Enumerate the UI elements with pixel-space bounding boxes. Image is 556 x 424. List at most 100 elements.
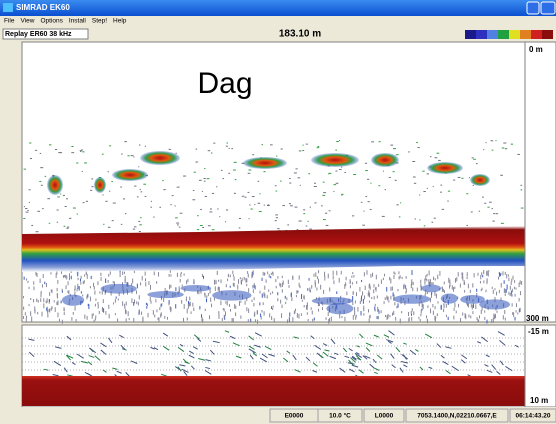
noise bbox=[207, 225, 211, 227]
noise bbox=[424, 293, 426, 297]
noise bbox=[445, 303, 447, 308]
noise bbox=[367, 201, 370, 203]
noise bbox=[66, 275, 68, 280]
noise bbox=[494, 313, 496, 319]
menu-item[interactable]: Install bbox=[69, 18, 87, 25]
noise bbox=[127, 311, 129, 317]
noise bbox=[485, 142, 487, 144]
noise bbox=[144, 195, 147, 197]
noise bbox=[327, 312, 329, 317]
noise bbox=[401, 311, 403, 314]
fish-school bbox=[243, 157, 287, 169]
noise bbox=[156, 281, 158, 284]
noise bbox=[176, 186, 180, 188]
noise bbox=[449, 285, 451, 289]
echo-trace bbox=[76, 353, 84, 359]
menu-item[interactable]: File bbox=[4, 18, 15, 25]
noise bbox=[170, 284, 172, 288]
noise bbox=[286, 319, 288, 324]
noise bbox=[380, 279, 382, 284]
noise bbox=[270, 276, 272, 279]
noise bbox=[216, 186, 218, 188]
noise bbox=[27, 280, 29, 283]
echo-trace bbox=[461, 354, 468, 360]
noise bbox=[202, 226, 205, 228]
maximize-button[interactable] bbox=[540, 1, 556, 15]
noise bbox=[421, 308, 423, 311]
noise bbox=[318, 270, 320, 274]
minimize-button[interactable] bbox=[526, 1, 540, 15]
noise bbox=[63, 312, 65, 316]
noise bbox=[426, 187, 428, 189]
noise bbox=[211, 229, 215, 231]
noise bbox=[113, 302, 115, 305]
noise bbox=[434, 315, 436, 321]
noise bbox=[189, 296, 191, 301]
noise bbox=[429, 279, 431, 284]
echo-trace bbox=[348, 359, 354, 366]
noise bbox=[373, 289, 375, 294]
noise bbox=[374, 306, 376, 311]
noise bbox=[109, 145, 112, 147]
echo-trace bbox=[193, 346, 198, 350]
noise bbox=[311, 310, 313, 315]
noise bbox=[238, 227, 241, 229]
noise bbox=[28, 189, 31, 191]
echo-trace bbox=[428, 366, 433, 369]
noise bbox=[200, 289, 202, 294]
noise bbox=[513, 286, 515, 290]
noise bbox=[142, 316, 144, 322]
noise bbox=[518, 297, 520, 302]
noise bbox=[27, 209, 29, 211]
noise bbox=[265, 279, 267, 283]
menu-item[interactable]: Step! bbox=[92, 18, 107, 25]
echo-trace bbox=[190, 365, 195, 370]
noise bbox=[376, 295, 378, 299]
noise bbox=[189, 301, 191, 307]
channel-box[interactable] bbox=[2, 28, 89, 40]
noise bbox=[34, 306, 36, 312]
echo-trace bbox=[248, 335, 255, 341]
echo-trace bbox=[372, 358, 377, 364]
menu-item[interactable]: Help bbox=[113, 18, 127, 25]
echo-trace bbox=[386, 339, 394, 343]
noise bbox=[288, 285, 290, 288]
noise bbox=[455, 310, 457, 314]
noise bbox=[419, 319, 421, 322]
noise bbox=[220, 169, 223, 171]
noise bbox=[518, 308, 520, 313]
noise bbox=[179, 278, 181, 283]
noise bbox=[232, 282, 234, 287]
noise bbox=[511, 278, 513, 282]
noise bbox=[328, 319, 330, 324]
noise bbox=[335, 170, 338, 172]
fish-school bbox=[140, 151, 180, 165]
noise bbox=[405, 285, 407, 290]
echo-trace bbox=[505, 366, 513, 372]
noise bbox=[428, 270, 430, 276]
noise bbox=[387, 296, 389, 301]
noise bbox=[367, 309, 369, 313]
noise bbox=[400, 202, 402, 204]
noise bbox=[234, 303, 236, 309]
echo-trace bbox=[374, 367, 380, 371]
echo-trace bbox=[205, 359, 212, 362]
noise bbox=[339, 140, 341, 142]
noise bbox=[79, 278, 81, 282]
echo-trace bbox=[388, 330, 395, 336]
noise bbox=[318, 308, 320, 312]
noise bbox=[232, 270, 234, 274]
noise bbox=[303, 209, 306, 211]
fish-school bbox=[371, 153, 399, 167]
echo-trace bbox=[53, 360, 62, 367]
bottom-scale bbox=[524, 324, 556, 408]
noise bbox=[520, 189, 523, 191]
menu-item[interactable]: View bbox=[20, 18, 34, 25]
noise bbox=[100, 272, 102, 277]
noise bbox=[193, 280, 195, 285]
noise bbox=[465, 314, 467, 320]
noise bbox=[118, 292, 120, 297]
noise bbox=[500, 272, 502, 276]
menu-item[interactable]: Options bbox=[40, 18, 63, 25]
noise bbox=[467, 283, 469, 289]
